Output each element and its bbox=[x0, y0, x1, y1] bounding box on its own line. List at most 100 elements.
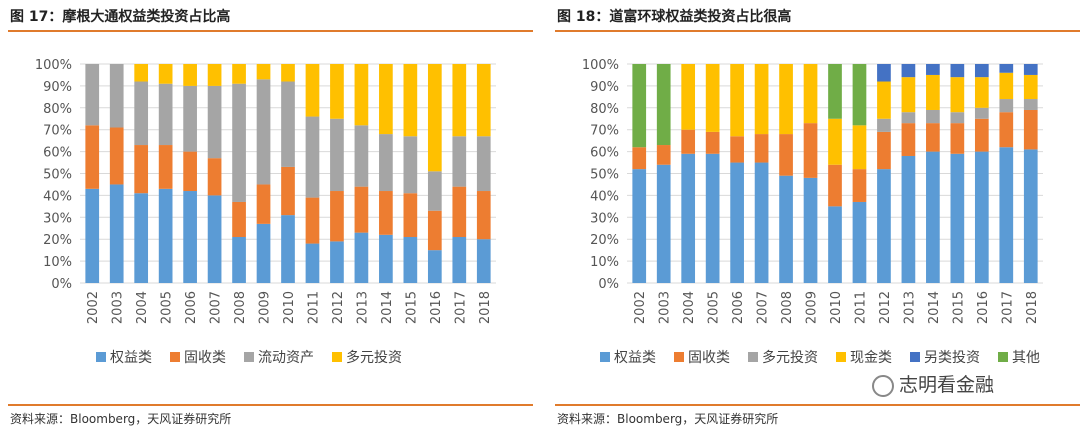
watermark-text: 志明看金融 bbox=[899, 374, 995, 396]
bar-segment bbox=[1023, 74, 1038, 100]
legend-label: 流动资产 bbox=[258, 350, 314, 366]
bar-segment bbox=[158, 188, 173, 283]
x-tick-label: 2013 bbox=[355, 291, 370, 324]
bar-segment bbox=[354, 232, 369, 283]
bar-segment bbox=[974, 118, 989, 152]
bar-segment bbox=[281, 215, 295, 283]
bar-segment bbox=[754, 134, 769, 163]
bar-segment bbox=[999, 112, 1014, 148]
bar-segment bbox=[427, 171, 442, 211]
bar-segment bbox=[452, 136, 467, 187]
x-tick-label: 2004 bbox=[682, 291, 697, 324]
x-tick-label: 2008 bbox=[233, 291, 248, 324]
figure-title: 图 17：摩根大通权益类投资占比高 bbox=[10, 9, 231, 25]
bar-segment bbox=[681, 129, 696, 154]
bar-segment bbox=[926, 64, 940, 75]
bar-segment bbox=[656, 145, 671, 165]
bar-segment bbox=[852, 64, 867, 126]
wechat-icon bbox=[872, 374, 894, 397]
x-tick-label: 2008 bbox=[780, 291, 795, 324]
legend-swatch bbox=[170, 352, 180, 362]
bar-segment bbox=[901, 155, 916, 283]
bar-segment bbox=[926, 109, 940, 124]
bar-segment bbox=[232, 237, 246, 283]
bar-segment bbox=[452, 237, 467, 283]
bar-segment bbox=[232, 64, 246, 84]
title-divider bbox=[8, 30, 533, 32]
bar-segment bbox=[427, 210, 442, 251]
bar-segment bbox=[379, 64, 393, 135]
y-tick-label: 20% bbox=[43, 233, 72, 248]
legend-label: 现金类 bbox=[850, 350, 892, 366]
y-tick-label: 60% bbox=[590, 146, 619, 161]
bar-segment bbox=[379, 134, 393, 192]
y-tick-label: 90% bbox=[43, 80, 72, 95]
bar-segment bbox=[705, 64, 720, 132]
bar-segment bbox=[779, 64, 793, 135]
bar-segment bbox=[852, 125, 867, 170]
source-note: 资料来源：Bloomberg，天风证券研究所 bbox=[10, 412, 232, 426]
bar-segment bbox=[305, 243, 320, 283]
bar-segment bbox=[330, 118, 344, 192]
bar-segment bbox=[779, 175, 793, 283]
bar-segment bbox=[656, 64, 671, 146]
bar-segment bbox=[109, 127, 124, 185]
y-tick-label: 10% bbox=[590, 255, 619, 270]
y-tick-label: 100% bbox=[35, 58, 72, 73]
x-tick-label: 2003 bbox=[658, 291, 673, 324]
figure-title: 图 18：道富环球权益类投资占比很高 bbox=[557, 9, 792, 25]
bar-segment bbox=[828, 118, 842, 165]
bar-segment bbox=[803, 177, 818, 283]
legend-label: 多元投资 bbox=[346, 349, 402, 366]
bar-segment bbox=[901, 77, 916, 113]
bar-segment bbox=[1023, 99, 1038, 110]
bar-segment bbox=[476, 64, 491, 137]
bar-segment bbox=[183, 151, 197, 192]
y-tick-label: 70% bbox=[590, 124, 619, 139]
bar-segment bbox=[974, 77, 989, 108]
x-tick-label: 2009 bbox=[258, 291, 273, 324]
bar-segment bbox=[183, 191, 197, 283]
legend-label: 固收类 bbox=[688, 350, 730, 366]
stacked-bar-chart: 0% 10% 20% 30% 40% 50% 60% 70% 80% 90% 100% 2002 200… bbox=[35, 58, 496, 366]
watermark: 志明看金融 bbox=[872, 370, 994, 397]
x-tick-label: 2006 bbox=[184, 291, 199, 324]
bar-segment bbox=[232, 201, 246, 238]
bar-segment bbox=[476, 191, 491, 240]
bar-segment bbox=[901, 64, 916, 78]
bar-segment bbox=[183, 85, 197, 152]
x-tick-label: 2005 bbox=[707, 291, 722, 324]
x-tick-label: 2018 bbox=[478, 291, 493, 324]
bar-segment bbox=[403, 64, 418, 137]
bar-segment bbox=[452, 64, 467, 137]
bar-segment bbox=[85, 64, 100, 126]
x-tick-label: 2016 bbox=[976, 291, 991, 324]
legend-label: 固收类 bbox=[184, 350, 226, 366]
bar-segment bbox=[256, 223, 271, 283]
bar-segment bbox=[354, 125, 369, 187]
bar-segment bbox=[730, 64, 744, 137]
bar-segment bbox=[852, 201, 867, 283]
bar-segment bbox=[681, 64, 696, 130]
y-tick-label: 60% bbox=[43, 146, 72, 161]
bar-segment bbox=[427, 64, 442, 172]
bar-segment bbox=[730, 162, 744, 283]
bar-segment bbox=[974, 64, 989, 78]
bar-segment bbox=[632, 64, 647, 148]
y-tick-label: 0% bbox=[51, 277, 72, 292]
bar-segment bbox=[281, 81, 295, 167]
bar-segment bbox=[330, 191, 344, 242]
y-tick-label: 40% bbox=[590, 189, 619, 204]
bar-segment bbox=[852, 169, 867, 202]
y-tick-label: 70% bbox=[43, 124, 72, 139]
x-tick-label: 2011 bbox=[306, 291, 321, 324]
chart-panel-jpmorgan: 图 17：摩根大通权益类投资占比高 0% 10% 20% 30% 40% 50% 60% 70… bbox=[8, 0, 533, 433]
bar-segment bbox=[999, 64, 1014, 73]
bar-segment bbox=[950, 112, 965, 124]
legend-label: 权益类 bbox=[110, 350, 152, 366]
bar-segment bbox=[207, 85, 222, 159]
x-tick-label: 2003 bbox=[111, 291, 126, 324]
bar-segment bbox=[207, 64, 222, 86]
stacked-bar-chart: 0% 10% 20% 30% 40% 50% 60% 70% 80% 90% 100% 2002 200… bbox=[582, 58, 1043, 366]
x-tick-label: 2006 bbox=[731, 291, 746, 324]
